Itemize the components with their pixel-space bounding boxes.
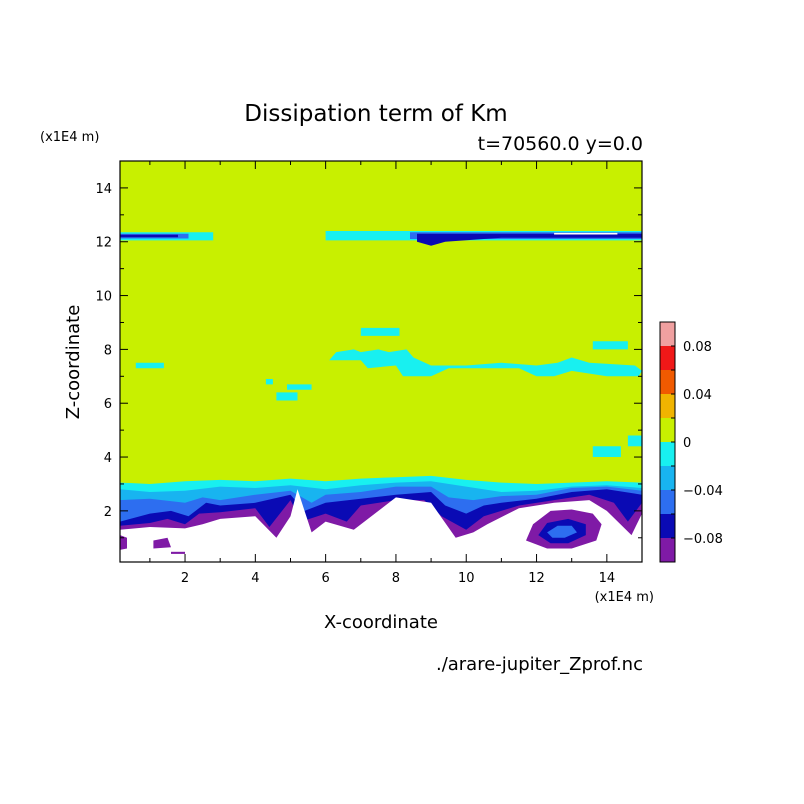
colorbar-swatch [660,370,675,394]
contour-region-8 [547,525,577,538]
y-tick-label: 10 [95,290,112,305]
contour-region-5 [120,489,642,562]
contour-region-25 [276,392,298,401]
x-unit-label: (x1E4 m) [595,590,654,605]
colorbar-swatch [660,346,675,370]
source-file-label: ./arare-jupiter_Zprof.nc [436,654,643,675]
x-tick-label: 12 [528,571,545,586]
colorbar-swatch [660,442,675,466]
colorbar-tick-label: −0.04 [683,484,723,499]
contour-region-27 [627,435,642,447]
colorbar-tick-label: 0.08 [683,340,712,355]
contour-region-14 [120,234,178,238]
colorbar-swatch [660,538,675,562]
x-tick-label: 8 [392,571,400,586]
colorbar: −0.08 −0.04 0 0.04 0.08 [659,321,723,563]
y-tick-label: 14 [95,182,112,197]
colorbar-tick-label: −0.08 [683,532,723,547]
contour-region-19 [135,362,164,369]
x-tick-label: 14 [599,571,616,586]
y-unit-label: (x1E4 m) [40,130,99,145]
x-tick-label: 10 [458,571,475,586]
y-tick-label: 12 [95,236,112,251]
y-tick-label: 4 [104,451,112,466]
x-axis: 2 4 6 8 10 12 14 [149,161,643,586]
plot-area: 2 4 6 8 10 12 14 2 4 6 8 10 12 14 [95,160,643,586]
contour-region-22 [592,341,628,350]
colorbar-swatch [660,514,675,538]
y-tick-label: 2 [104,505,112,520]
x-axis-label: X-coordinate [324,612,438,633]
contour-region-23 [265,379,273,385]
y-axis: 2 4 6 8 10 12 14 [95,160,642,539]
contour-region-18 [554,232,618,235]
contour-region-9 [120,535,127,550]
contour-region-11 [171,551,185,554]
colorbar-tick-label: 0.04 [683,388,712,403]
chart-title: Dissipation term of Km [244,101,507,127]
x-tick-label: 6 [321,571,329,586]
colorbar-swatch [660,394,675,418]
colorbar-swatch [660,322,675,346]
contour-region-21 [360,327,400,336]
contour-region-26 [592,446,621,457]
chart-subtitle: t=70560.0 y=0.0 [478,133,643,155]
x-tick-label: 2 [181,571,189,586]
contour-region-24 [287,384,312,390]
colorbar-swatch [660,490,675,514]
contour-layer [120,161,642,562]
y-axis-label: Z-coordinate [63,305,84,420]
colorbar-swatch [660,418,675,442]
x-tick-label: 4 [251,571,259,586]
colorbar-swatch [660,466,675,490]
contour-region-10 [153,537,171,549]
plot-frame [119,160,643,563]
contour-region-20 [329,349,642,377]
contour-region-17 [417,233,642,246]
colorbar-tick-label: 0 [683,436,691,451]
y-tick-label: 6 [104,397,112,412]
y-tick-label: 8 [104,343,112,358]
